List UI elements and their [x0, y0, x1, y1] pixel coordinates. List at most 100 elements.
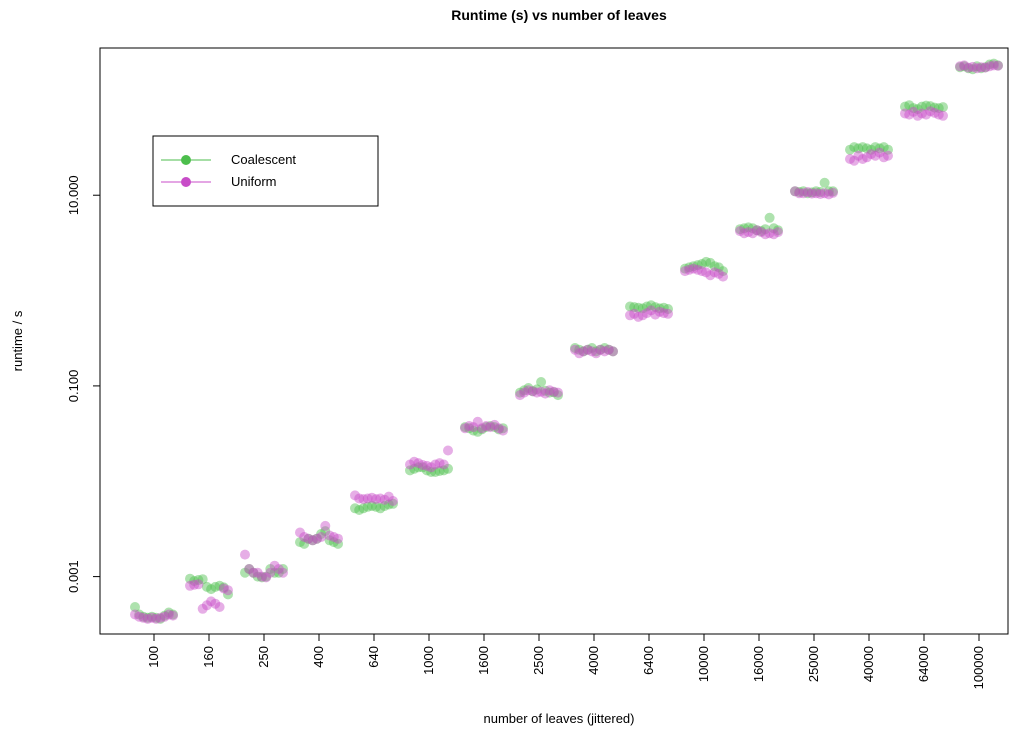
data-point-uniform — [426, 462, 437, 473]
data-point-uniform — [735, 226, 745, 237]
data-point-uniform — [705, 270, 716, 281]
data-point-coalescent — [692, 260, 703, 271]
data-point-coalescent — [240, 567, 250, 578]
data-point-coalescent — [963, 63, 974, 74]
data-point-coalescent — [798, 186, 809, 197]
data-point-coalescent — [218, 582, 229, 593]
data-point-coalescent — [790, 186, 800, 197]
legend-marker-uniform — [181, 177, 191, 187]
data-point-uniform — [680, 266, 690, 277]
data-point-uniform — [413, 458, 424, 469]
data-point-coalescent — [900, 101, 910, 112]
x-tick-label: 100000 — [971, 646, 986, 689]
data-point-coalescent — [197, 574, 208, 585]
data-point-coalescent — [751, 225, 762, 236]
data-point-uniform — [993, 60, 1003, 71]
data-point-uniform — [828, 187, 838, 198]
data-point-uniform — [523, 385, 534, 396]
data-point-coalescent — [747, 223, 758, 234]
data-point-uniform — [570, 344, 580, 355]
data-point-coalescent — [993, 60, 1003, 71]
data-point-uniform — [904, 109, 915, 120]
data-point-coalescent — [866, 144, 877, 155]
data-point-coalescent — [540, 385, 551, 396]
data-point-uniform — [430, 459, 441, 470]
data-point-coalescent — [468, 425, 479, 436]
data-point-uniform — [468, 422, 479, 433]
data-point-coalescent — [815, 187, 826, 197]
data-point-coalescent — [696, 259, 707, 269]
data-point-coalescent — [908, 103, 919, 114]
data-point-uniform — [688, 263, 699, 274]
data-point-uniform — [806, 188, 817, 199]
data-point-uniform — [591, 348, 602, 359]
data-point-uniform — [168, 610, 178, 621]
data-point-uniform — [375, 493, 386, 504]
data-point-uniform — [151, 613, 162, 624]
data-point-coalescent — [265, 564, 276, 574]
data-point-coalescent — [544, 387, 555, 398]
data-point-uniform — [874, 147, 885, 158]
data-point-uniform — [802, 187, 813, 197]
data-point-coalescent — [641, 301, 652, 312]
data-point-coalescent — [578, 346, 589, 357]
data-point-coalescent — [553, 390, 563, 401]
data-point-coalescent — [366, 501, 377, 511]
data-point-uniform — [709, 267, 720, 278]
data-point-uniform — [578, 346, 589, 357]
data-point-uniform — [586, 346, 597, 357]
data-point-uniform — [925, 106, 936, 117]
data-point-uniform — [739, 228, 750, 239]
data-point-coalescent — [485, 421, 496, 431]
data-point-uniform — [718, 271, 728, 282]
data-point-uniform — [857, 154, 868, 164]
data-point-coalescent — [295, 537, 305, 548]
data-point-uniform — [248, 567, 259, 578]
data-point-coalescent — [476, 424, 487, 435]
data-point-uniform — [265, 567, 276, 578]
data-point-coalescent — [861, 143, 872, 154]
data-point-uniform — [870, 150, 881, 161]
data-point-coalescent — [358, 503, 369, 514]
data-point-coalescent — [773, 225, 783, 236]
data-point-coalescent — [688, 261, 699, 272]
data-point-uniform — [333, 533, 343, 544]
data-point-coalescent — [819, 177, 830, 188]
data-point-coalescent — [333, 538, 343, 549]
data-point-coalescent — [625, 301, 635, 312]
data-point-coalescent — [764, 212, 775, 223]
data-point-coalescent — [383, 499, 394, 510]
data-point-coalescent — [328, 537, 339, 548]
data-point-coalescent — [874, 143, 885, 154]
data-point-uniform — [553, 387, 563, 398]
data-point-coalescent — [252, 571, 263, 582]
data-point-coalescent — [870, 142, 881, 153]
data-point-coalescent — [189, 576, 200, 586]
data-point-uniform — [366, 492, 377, 503]
data-point-coalescent — [654, 303, 665, 314]
data-point-uniform — [256, 571, 267, 582]
data-point-coalescent — [582, 344, 593, 355]
data-point-coalescent — [857, 142, 868, 153]
data-point-uniform — [354, 493, 365, 504]
x-axis: 100 160 250 400 640 1000 1600 2500 4000 6400 10000… — [146, 633, 986, 689]
data-point-coalescent — [244, 564, 255, 574]
data-point-coalescent — [324, 535, 335, 546]
data-point-uniform — [853, 150, 864, 161]
data-point-coalescent — [142, 612, 153, 623]
data-point-coalescent — [417, 462, 428, 473]
y-axis-label: runtime / s — [10, 310, 25, 371]
data-point-uniform — [240, 549, 250, 560]
x-tick-label: 160 — [201, 646, 216, 668]
data-point-coalescent — [599, 343, 610, 353]
data-point-uniform — [798, 188, 809, 199]
data-point-uniform — [608, 346, 618, 357]
data-point-coalescent — [828, 186, 838, 197]
data-point-uniform — [311, 533, 322, 544]
x-tick-label: 400 — [311, 646, 326, 668]
data-point-coalescent — [574, 344, 585, 355]
data-point-uniform — [599, 346, 610, 357]
data-point-coalescent — [409, 463, 420, 474]
data-point-coalescent — [138, 611, 149, 622]
data-point-coalescent — [925, 101, 936, 112]
